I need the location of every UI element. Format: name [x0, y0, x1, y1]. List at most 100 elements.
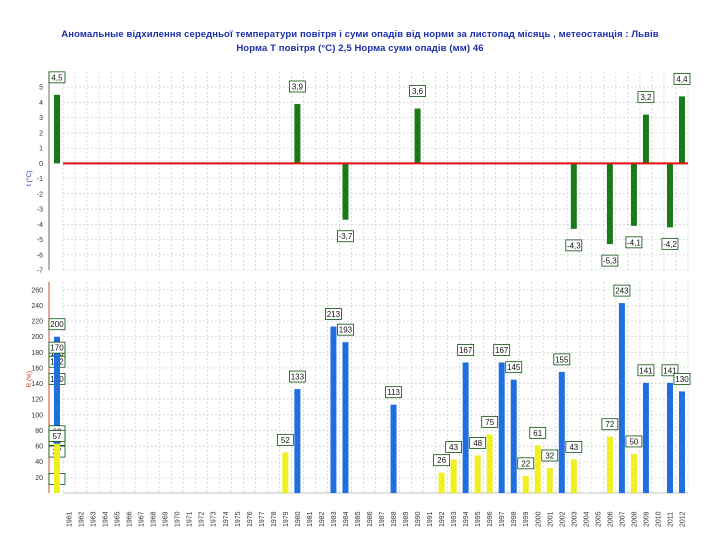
- x-tick-label: 1995: [475, 511, 482, 527]
- temperature-grid: [62, 72, 689, 271]
- temperature-data-label: 3,9: [292, 82, 304, 91]
- temperature-bar: [666, 163, 673, 228]
- temperature-y-tick-label: -3: [37, 207, 43, 214]
- precipitation-data-label: 75: [485, 418, 494, 427]
- x-tick-label: 2007: [619, 511, 626, 527]
- x-tick-label: 1965: [115, 511, 122, 527]
- precipitation-bar: [678, 391, 685, 493]
- temperature-y-tick-label: 5: [39, 85, 43, 92]
- precipitation-data-label-box: [385, 386, 402, 399]
- temperature-data-label-box: [625, 236, 643, 249]
- precipitation-y-tick-label: 100: [31, 412, 43, 419]
- precipitation-bar: [53, 448, 60, 493]
- precipitation-bar: [390, 404, 397, 493]
- precipitation-data-label: 61: [533, 429, 542, 438]
- temperature-data-label-box: [601, 254, 619, 267]
- precipitation-bar: [474, 455, 481, 493]
- x-tick-label: 1963: [91, 511, 98, 527]
- precipitation-bar: [570, 459, 577, 493]
- temperature-data-label: 4,5: [51, 73, 63, 82]
- temperature-y-tick-label: 2: [39, 130, 43, 137]
- precipitation-data-label: 43: [569, 443, 578, 452]
- x-tick-label: 1994: [463, 511, 470, 527]
- x-tick-label: 1996: [487, 511, 494, 527]
- temperature-bar: [53, 94, 60, 164]
- temperature-data-label: 4,4: [676, 75, 688, 84]
- precipitation-bar: [630, 453, 637, 493]
- x-tick-label: 1987: [379, 511, 386, 527]
- precipitation-y-tick-label: 80: [35, 428, 43, 435]
- x-tick-label: 2008: [631, 511, 638, 527]
- precipitation-y-tick-label: 220: [31, 319, 43, 326]
- precipitation-bar: [486, 434, 493, 493]
- temperature-data-label: -3,7: [339, 232, 353, 241]
- x-tick-label: 2009: [643, 511, 650, 527]
- x-tick-label: 1972: [199, 511, 206, 527]
- precipitation-data-label-box: [48, 430, 66, 442]
- precipitation-bar: [450, 459, 457, 493]
- temperature-data-label: -4,1: [627, 238, 641, 247]
- x-tick-label: 1985: [355, 511, 362, 527]
- precipitation-bar: [522, 475, 529, 493]
- precipitation-bar: [666, 382, 673, 493]
- precipitation-bar: [606, 436, 613, 493]
- x-tick-label: 1988: [391, 511, 398, 527]
- x-tick-label: 1966: [127, 511, 134, 527]
- x-tick-label: 2000: [535, 511, 542, 527]
- temperature-y-tick-label: 1: [39, 146, 43, 153]
- precipitation-data-label-box: [637, 364, 655, 377]
- precipitation-bar: [282, 452, 289, 493]
- precipitation-bar: [342, 342, 349, 493]
- x-tick-label: 1962: [79, 511, 86, 527]
- chart-subtitle: Норма Т повітря (°С) 2,5 Норма суми опад…: [236, 43, 484, 54]
- precipitation-data-label-box: [673, 373, 691, 385]
- x-tick-label: 2005: [595, 511, 602, 527]
- precipitation-data-label-box: [445, 440, 463, 453]
- precipitation-data-label: 145: [507, 363, 521, 372]
- x-axis-labels: 1961 1962 1963 1964 1965 1966 1967 1968 1969 1970…: [67, 511, 687, 527]
- precipitation-data-label-box: [613, 284, 631, 297]
- precipitation-y-tick-label: 140: [31, 381, 43, 388]
- temperature-bar: [294, 103, 301, 164]
- x-tick-label: 1990: [415, 511, 422, 527]
- precipitation-y-tick-label: 260: [31, 287, 43, 294]
- precipitation-data-label: 200: [50, 320, 64, 329]
- temperature-data-label-box: [409, 85, 426, 97]
- temperature-y-tick-label: -5: [37, 237, 43, 244]
- x-tick-label: 1961: [67, 511, 74, 527]
- temperature-y-tick-label: -1: [37, 176, 43, 183]
- precipitation-y-tick-label: 120: [31, 397, 43, 404]
- temperature-y-tick-label: 4: [39, 100, 43, 107]
- x-tick-label: 1978: [271, 511, 278, 527]
- precipitation-data-label: 213: [327, 310, 341, 319]
- precipitation-data-label: 243: [615, 287, 629, 296]
- x-tick-label: 1967: [139, 511, 146, 527]
- precipitation-bar: [498, 362, 505, 493]
- temperature-data-label-box: [637, 91, 655, 104]
- precipitation-bar: [438, 472, 445, 493]
- x-tick-label: 1968: [151, 511, 158, 527]
- temperature-data-label: -4,3: [567, 241, 581, 250]
- x-tick-label: 1964: [103, 511, 110, 527]
- precipitation-data-label: 141: [663, 366, 677, 375]
- precipitation-data-label: 26: [437, 456, 446, 465]
- temperature-bar: [570, 163, 577, 229]
- x-tick-label: 2006: [607, 511, 614, 527]
- precipitation-data-label: 43: [449, 443, 458, 452]
- temperature-bar: [642, 114, 649, 164]
- x-tick-label: 1999: [523, 511, 530, 527]
- x-tick-label: 1984: [343, 511, 350, 527]
- temperature-bar: [414, 108, 421, 164]
- temperature-data-label: 3,6: [412, 87, 424, 96]
- temperature-y-tick-label: -4: [37, 222, 43, 229]
- precipitation-data-label: 32: [545, 451, 554, 460]
- precipitation-bar: [618, 303, 625, 493]
- x-tick-label: 1973: [211, 511, 218, 527]
- precipitation-data-label-box: [553, 353, 571, 366]
- temperature-y-tick-label: 3: [39, 115, 43, 122]
- precipitation-data-label: 52: [281, 436, 290, 445]
- precipitation-data-label-box: [505, 361, 523, 374]
- precipitation-y-tick-label: 40: [35, 459, 43, 466]
- x-tick-label: 2011: [667, 512, 674, 527]
- precipitation-data-label-box: [529, 426, 547, 439]
